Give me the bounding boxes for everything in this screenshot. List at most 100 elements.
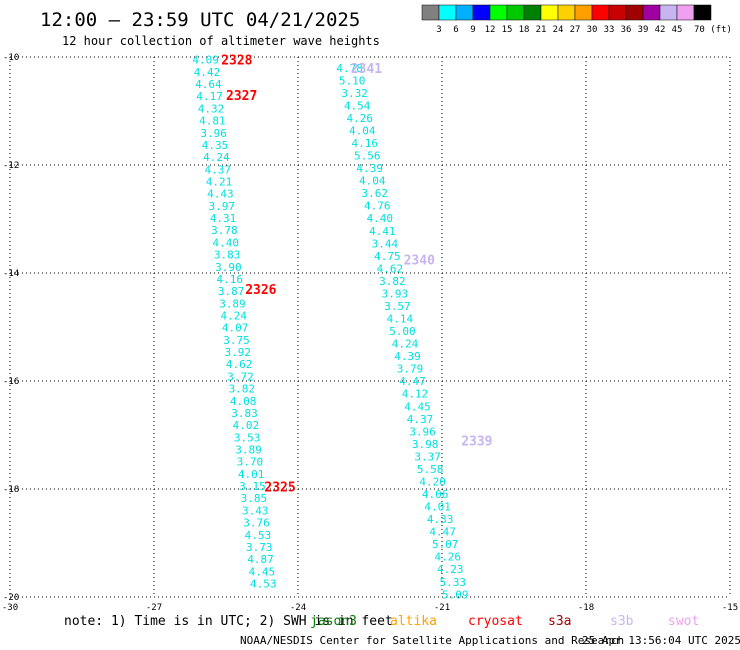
- wave-height-label: 3.75: [223, 334, 250, 347]
- legend-entry: swot: [668, 614, 699, 629]
- colorbar-swatch: [574, 4, 593, 21]
- x-tick-label: -15: [722, 603, 738, 613]
- colorbar-label: 30: [587, 25, 598, 35]
- wave-height-label: 4.47: [429, 526, 456, 539]
- wave-height-label: 5.58: [417, 463, 444, 476]
- colorbar-label: 18: [519, 25, 530, 35]
- wave-height-label: 4.12: [402, 388, 429, 401]
- wave-height-label: 4.47: [399, 375, 426, 388]
- wave-height-label: 4.01: [424, 501, 451, 514]
- grid-lines: [9, 56, 731, 598]
- colorbar-label: 9: [470, 25, 475, 35]
- wave-height-label: 4.14: [387, 313, 414, 326]
- wave-height-label: 4.21: [206, 176, 233, 189]
- colorbar-swatch: [506, 4, 525, 21]
- wave-height-label: 3.15: [239, 480, 266, 493]
- colorbar-label: 33: [604, 25, 615, 35]
- wave-height-tracks: 4.094.424.644.174.324.813.964.354.244.37…: [192, 54, 468, 602]
- wave-height-label: 3.89: [235, 444, 262, 457]
- wave-height-label: 3.83: [214, 249, 241, 262]
- wave-height-label: 4.78: [336, 62, 363, 75]
- pass-label: 2339: [461, 434, 492, 449]
- wave-height-label: 4.54: [344, 99, 371, 112]
- chart-title: 12:00 – 23:59 UTC 04/21/2025: [40, 9, 360, 31]
- colorbar-swatch: [642, 4, 661, 21]
- wave-height-label: 4.41: [369, 225, 396, 238]
- wave-height-label: 4.45: [404, 400, 431, 413]
- wave-height-label: 4.39: [394, 350, 421, 363]
- pass-label: 2326: [245, 283, 276, 298]
- colorbar-label: 39: [638, 25, 649, 35]
- pass-label: 2325: [264, 480, 295, 495]
- wave-height-label: 4.39: [357, 162, 384, 175]
- axis-tick-labels: -30 -27 -24 -21 -18 -15 -10 -12 -14 -16 -18 -20: [2, 53, 738, 613]
- wave-height-label: 4.01: [238, 468, 265, 481]
- colorbar-label: 3: [436, 25, 441, 35]
- wave-height-label: 3.98: [412, 438, 439, 451]
- wave-height-label: 4.81: [199, 115, 226, 128]
- wave-height-label: 3.43: [242, 504, 268, 517]
- wave-height-label: 3.90: [215, 261, 242, 274]
- wave-height-label: 3.97: [208, 200, 235, 213]
- colorbar-swatch: [421, 4, 440, 21]
- note-text: note: 1) Time is in UTC; 2) SWH is in fe…: [64, 614, 393, 629]
- x-tick-label: -18: [578, 603, 594, 613]
- colorbar-label: 70 (ft): [694, 25, 732, 35]
- wave-height-label: 3.93: [382, 287, 409, 300]
- colorbar-swatch: [676, 4, 695, 21]
- wave-height-label: 4.45: [249, 565, 276, 578]
- wave-height-label: 4.37: [407, 413, 434, 426]
- wave-height-label: 4.53: [250, 578, 277, 591]
- wave-height-label: 4.17: [196, 90, 223, 103]
- wave-height-label: 4.26: [434, 551, 461, 564]
- wave-height-label: 3.73: [246, 541, 272, 554]
- colorbar-label: 27: [570, 25, 581, 35]
- wave-height-label: 3.78: [211, 224, 238, 237]
- wave-height-label: 3.37: [414, 450, 441, 463]
- colorbar-label: 42: [655, 25, 666, 35]
- wave-height-label: 4.04: [359, 175, 386, 188]
- wave-height-label: 3.62: [362, 187, 389, 200]
- colorbar-label: 36: [621, 25, 632, 35]
- pass-label: 2327: [226, 89, 257, 104]
- x-tick-label: -27: [146, 603, 162, 613]
- wave-height-label: 3.89: [219, 297, 246, 310]
- wave-height-label: 4.40: [367, 212, 394, 225]
- y-tick-label: -10: [3, 53, 19, 63]
- wave-height-label: 3.83: [231, 407, 258, 420]
- wave-height-label: 4.07: [222, 322, 249, 335]
- wave-height-label: 5.56: [354, 150, 381, 163]
- wave-height-label: 3.32: [341, 87, 368, 100]
- y-tick-label: -16: [3, 377, 19, 387]
- wave-height-label: 4.08: [230, 395, 257, 408]
- wave-height-label: 4.62: [377, 262, 404, 275]
- x-tick-label: -30: [2, 603, 18, 613]
- satellite-legend: jason3 altika cryosat s3a s3b swot: [310, 614, 699, 629]
- wave-height-label: 4.32: [198, 102, 225, 115]
- pass-label: 2341: [351, 62, 382, 77]
- colorbar-swatch: [557, 4, 576, 21]
- wave-height-label: 3.92: [225, 346, 252, 359]
- wave-height-label: 3.79: [397, 363, 424, 376]
- wave-height-label: 3.70: [237, 456, 264, 469]
- wave-height-label: 4.23: [437, 563, 464, 576]
- legend-entry: cryosat: [468, 614, 523, 629]
- wave-height-label: 3.57: [384, 300, 411, 313]
- colorbar-label: 24: [553, 25, 564, 35]
- wave-height-label: 4.35: [202, 139, 229, 152]
- pass-number-labels: 2328 2327 2326 2325 2341 2340 2339: [221, 54, 492, 496]
- colorbar-swatch: [608, 4, 627, 21]
- colorbar-swatch: [472, 4, 491, 21]
- wave-height-label: 4.62: [226, 358, 253, 371]
- colorbar-swatch: [438, 4, 457, 21]
- colorbar-label: 15: [502, 25, 513, 35]
- legend-entry: jason3: [310, 614, 357, 629]
- wave-height-label: 5.10: [339, 74, 366, 87]
- wave-height-label: 4.24: [392, 338, 419, 351]
- wave-height-label: 5.33: [439, 576, 466, 589]
- colorbar-label: 45: [672, 25, 683, 35]
- wave-height-label: 3.87: [218, 285, 245, 298]
- wave-height-label: 4.76: [364, 200, 391, 213]
- colorbar-swatch: [693, 4, 712, 21]
- pass-label: 2340: [404, 254, 435, 269]
